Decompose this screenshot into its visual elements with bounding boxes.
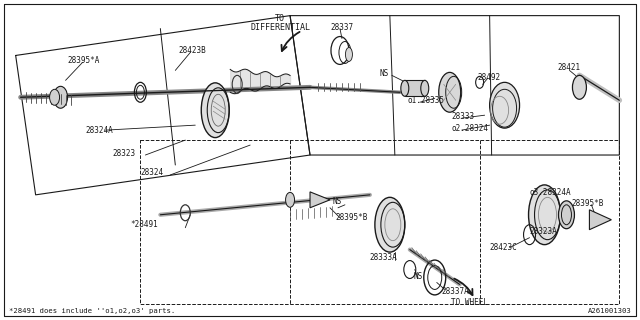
Text: 28395*B: 28395*B xyxy=(572,199,604,208)
Text: 28421: 28421 xyxy=(557,63,580,72)
Text: *28491: *28491 xyxy=(131,220,158,229)
Text: NS: NS xyxy=(333,197,342,206)
Text: 28324: 28324 xyxy=(140,168,163,178)
Bar xyxy=(405,80,425,96)
Text: 28323A: 28323A xyxy=(529,227,557,236)
Ellipse shape xyxy=(559,201,575,229)
Text: 28323: 28323 xyxy=(113,148,136,157)
Ellipse shape xyxy=(49,89,60,105)
Text: TO WHEEL: TO WHEEL xyxy=(451,298,488,307)
Polygon shape xyxy=(310,192,330,208)
Text: 28423C: 28423C xyxy=(490,243,517,252)
Ellipse shape xyxy=(54,86,68,108)
Text: NS: NS xyxy=(414,272,423,281)
Text: 28395*B: 28395*B xyxy=(335,213,367,222)
Text: TO: TO xyxy=(275,14,285,23)
Text: o1.28335: o1.28335 xyxy=(408,96,445,105)
Text: 28492: 28492 xyxy=(477,73,500,82)
Text: 28395*A: 28395*A xyxy=(68,56,100,65)
Ellipse shape xyxy=(346,47,353,61)
Text: 28337A: 28337A xyxy=(442,287,470,296)
Text: NS: NS xyxy=(380,69,389,78)
Text: 28333A: 28333A xyxy=(370,253,397,262)
Text: 28333: 28333 xyxy=(452,112,475,121)
Ellipse shape xyxy=(375,197,405,252)
Ellipse shape xyxy=(529,185,561,244)
Ellipse shape xyxy=(285,192,294,207)
Text: 28423B: 28423B xyxy=(179,46,206,55)
Text: DIFFERENTIAL: DIFFERENTIAL xyxy=(250,23,310,32)
Text: 28337: 28337 xyxy=(330,23,353,32)
Ellipse shape xyxy=(401,80,409,96)
Polygon shape xyxy=(589,210,611,230)
Text: 28324A: 28324A xyxy=(86,126,113,135)
Ellipse shape xyxy=(572,76,586,99)
Ellipse shape xyxy=(201,83,229,138)
Text: o2.28324: o2.28324 xyxy=(452,124,489,132)
Text: A261001303: A261001303 xyxy=(588,308,631,314)
Text: o3.28324A: o3.28324A xyxy=(529,188,571,197)
Text: *28491 does include ''o1,o2,o3' parts.: *28491 does include ''o1,o2,o3' parts. xyxy=(9,308,175,314)
Ellipse shape xyxy=(420,80,429,96)
Ellipse shape xyxy=(439,72,461,112)
Ellipse shape xyxy=(490,82,520,128)
